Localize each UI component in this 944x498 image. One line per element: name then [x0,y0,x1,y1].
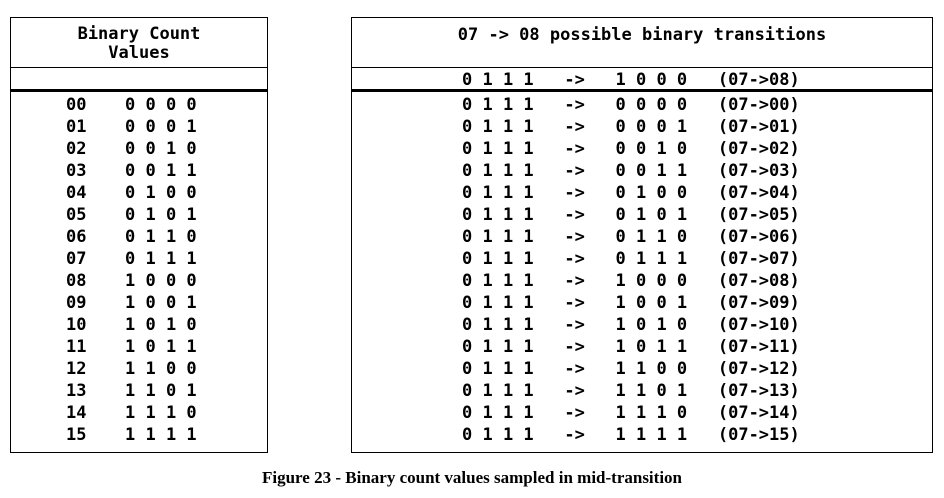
table-row: 06 0 1 1 0 [11,226,267,248]
table-row: 0 1 1 1 -> 0 1 0 1 (07->05) [352,204,932,226]
transition-text: 0 1 1 1 -> 1 0 1 1 (07->11) [462,337,800,357]
transition-text: 0 1 1 1 -> 1 0 1 0 (07->10) [462,315,800,335]
table-row: 0 1 1 1 -> 1 0 0 1 (07->09) [352,292,932,314]
table-row: 04 0 1 0 0 [11,182,267,204]
transition-text: 0 1 1 1 -> 1 0 0 0 (07->08) [462,271,800,291]
table-row: 01 0 0 0 1 [11,116,267,138]
transitions-highlight-row: 0 1 1 1 -> 1 0 0 0 (07->08) [352,68,932,92]
decimal-value: 02 [66,139,87,159]
binary-value: 1 1 1 1 [125,425,197,445]
table-row: 12 1 1 0 0 [11,358,267,380]
table-row: 03 0 0 1 1 [11,160,267,182]
binary-value: 1 1 1 0 [125,403,197,423]
binary-value: 0 1 0 0 [125,183,197,203]
binary-count-table: Binary Count Values 00 0 0 0 0 01 0 0 0 1 02… [10,17,268,453]
decimal-value: 12 [66,359,87,379]
transition-text: 0 1 1 1 -> 1 1 0 1 (07->13) [462,381,800,401]
table-row: 15 1 1 1 1 [11,424,267,446]
decimal-value: 04 [66,183,87,203]
binary-value: 1 0 1 1 [125,337,197,357]
table-row: 08 1 0 0 0 [11,270,267,292]
transition-text: 0 1 1 1 -> 0 1 0 1 (07->05) [462,205,800,225]
table-row: 0 1 1 1 -> 0 1 1 1 (07->07) [352,248,932,270]
decimal-value: 14 [66,403,87,423]
table-row: 02 0 0 1 0 [11,138,267,160]
transitions-highlight-text: 0 1 1 1 -> 1 0 0 0 (07->08) [462,70,800,90]
decimal-value: 09 [66,293,87,313]
binary-value: 1 1 0 0 [125,359,197,379]
table-row: 0 1 1 1 -> 1 0 0 0 (07->08) [352,270,932,292]
table-row: 00 0 0 0 0 [11,94,267,116]
table-row: 0 1 1 1 -> 1 1 1 1 (07->15) [352,424,932,446]
transition-text: 0 1 1 1 -> 1 0 0 1 (07->09) [462,293,800,313]
binary-count-header: Binary Count Values [11,18,267,68]
decimal-value: 03 [66,161,87,181]
binary-value: 1 0 1 0 [125,315,197,335]
table-row: 05 0 1 0 1 [11,204,267,226]
figure-caption: Figure 23 - Binary count values sampled … [262,468,682,487]
table-row: 0 1 1 1 -> 0 0 0 0 (07->00) [352,94,932,116]
decimal-value: 01 [66,117,87,137]
table-row: 0 1 1 1 -> 1 0 1 1 (07->11) [352,336,932,358]
table-row: 0 1 1 1 -> 0 0 1 1 (07->03) [352,160,932,182]
transition-text: 0 1 1 1 -> 0 1 0 0 (07->04) [462,183,800,203]
table-row: 09 1 0 0 1 [11,292,267,314]
table-row: 0 1 1 1 -> 1 0 1 0 (07->10) [352,314,932,336]
binary-value: 0 0 1 1 [125,161,197,181]
decimal-value: 10 [66,315,87,335]
transition-text: 0 1 1 1 -> 1 1 0 0 (07->12) [462,359,800,379]
transition-text: 0 1 1 1 -> 0 0 1 0 (07->02) [462,139,800,159]
table-row: 0 1 1 1 -> 1 1 1 0 (07->14) [352,402,932,424]
decimal-value: 00 [66,95,87,115]
decimal-value: 07 [66,249,87,269]
binary-value: 1 1 0 1 [125,381,197,401]
table-row: 11 1 0 1 1 [11,336,267,358]
table-row: 13 1 1 0 1 [11,380,267,402]
binary-value: 0 1 1 1 [125,249,197,269]
binary-value: 0 1 1 0 [125,227,197,247]
binary-value: 0 0 0 1 [125,117,197,137]
table-row: 0 1 1 1 -> 0 0 0 1 (07->01) [352,116,932,138]
table-row: 14 1 1 1 0 [11,402,267,424]
decimal-value: 08 [66,271,87,291]
binary-count-empty-row [11,68,267,92]
binary-count-rows: 00 0 0 0 0 01 0 0 0 1 02 0 0 1 0 03 0 0 1 1 04 0 … [11,94,267,446]
transition-text: 0 1 1 1 -> 0 0 1 1 (07->03) [462,161,800,181]
transition-text: 0 1 1 1 -> 0 1 1 1 (07->07) [462,249,800,269]
transition-text: 0 1 1 1 -> 0 0 0 0 (07->00) [462,95,800,115]
binary-value: 0 1 0 1 [125,205,197,225]
table-row: 0 1 1 1 -> 0 1 1 0 (07->06) [352,226,932,248]
transition-text: 0 1 1 1 -> 0 1 1 0 (07->06) [462,227,800,247]
decimal-value: 13 [66,381,87,401]
decimal-value: 11 [66,337,87,357]
table-row: 0 1 1 1 -> 0 0 1 0 (07->02) [352,138,932,160]
table-row: 07 0 1 1 1 [11,248,267,270]
table-row: 10 1 0 1 0 [11,314,267,336]
decimal-value: 06 [66,227,87,247]
table-row: 0 1 1 1 -> 1 1 0 0 (07->12) [352,358,932,380]
transitions-table: 07 -> 08 possible binary transitions 0 1… [351,17,933,453]
binary-value: 0 0 1 0 [125,139,197,159]
binary-value: 0 0 0 0 [125,95,197,115]
binary-value: 1 0 0 1 [125,293,197,313]
transitions-rows: 0 1 1 1 -> 0 0 0 0 (07->00) 0 1 1 1 -> 0 … [352,94,932,446]
table-row: 0 1 1 1 -> 1 1 0 1 (07->13) [352,380,932,402]
binary-value: 1 0 0 0 [125,271,197,291]
decimal-value: 05 [66,205,87,225]
transition-text: 0 1 1 1 -> 0 0 0 1 (07->01) [462,117,800,137]
decimal-value: 15 [66,425,87,445]
transitions-header: 07 -> 08 possible binary transitions [352,18,932,68]
transition-text: 0 1 1 1 -> 1 1 1 0 (07->14) [462,403,800,423]
transition-text: 0 1 1 1 -> 1 1 1 1 (07->15) [462,425,800,445]
table-row: 0 1 1 1 -> 0 1 0 0 (07->04) [352,182,932,204]
